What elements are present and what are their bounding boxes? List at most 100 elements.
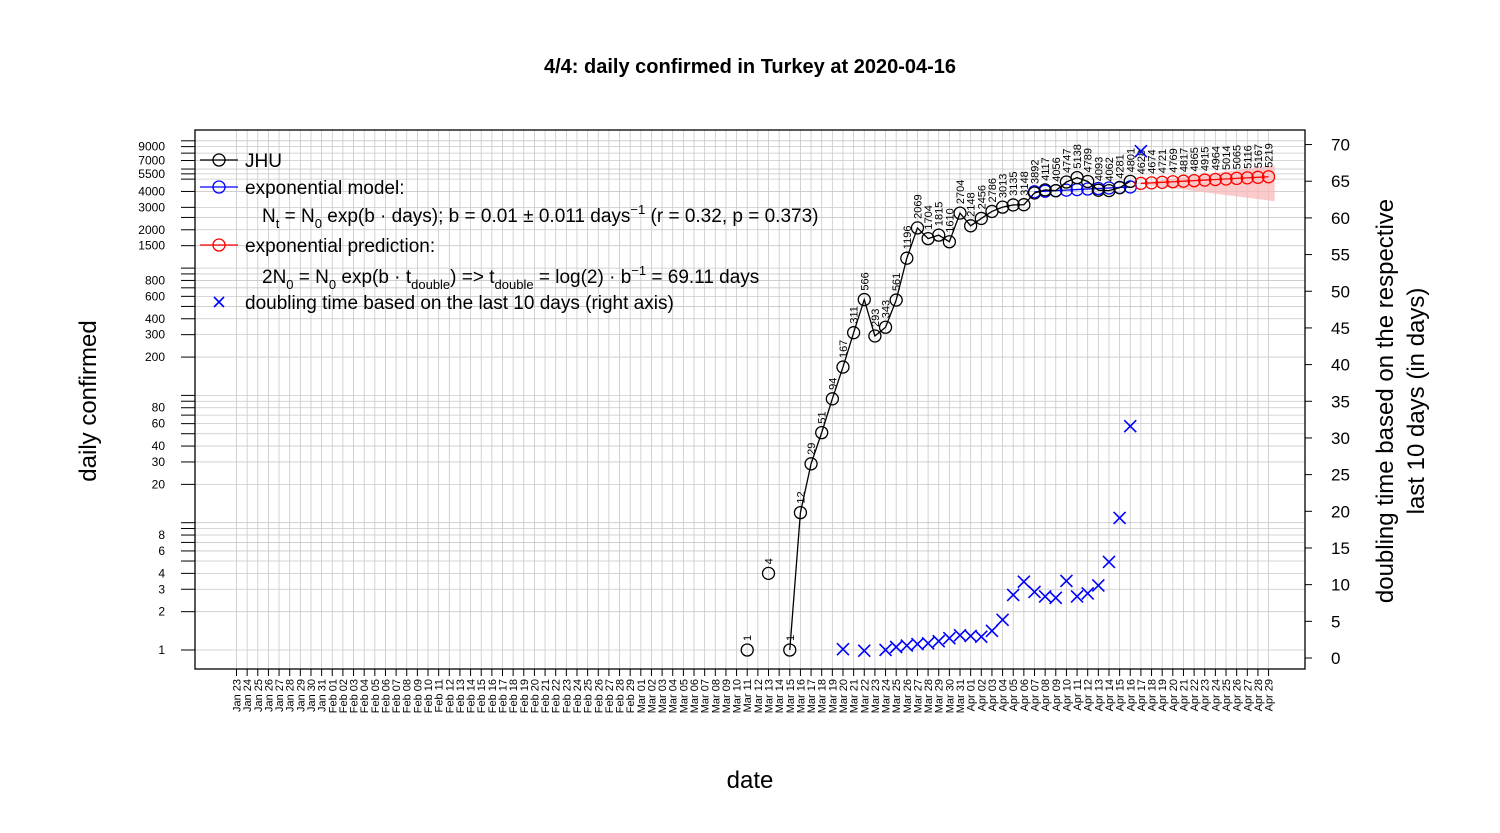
x-tick-label: Apr 04 <box>998 679 1010 711</box>
x-tick-label: Apr 28 <box>1253 679 1265 711</box>
data-label-jhu: 3013 <box>998 174 1010 198</box>
data-label-jhu: 4117 <box>1040 157 1052 181</box>
y-tick-label: 7000 <box>138 154 165 168</box>
legend-entry-doubling: doubling time based on the last 10 days … <box>213 293 674 314</box>
point-doubling <box>942 631 956 645</box>
y2-tick-label: 65 <box>1331 172 1350 191</box>
x-tick-label: Feb 14 <box>466 679 478 713</box>
point-doubling <box>1059 574 1073 588</box>
y-tick-label: 800 <box>145 273 165 287</box>
grid <box>195 130 1305 669</box>
x-tick-label: Jan 28 <box>285 679 297 712</box>
x-tick-label: Mar 19 <box>827 679 839 713</box>
data-label-jhu: 2456 <box>976 185 988 209</box>
data-label-jhu: 51 <box>817 411 829 423</box>
x-tick-label: Feb 20 <box>529 679 541 713</box>
prediction-band-area <box>1134 165 1275 202</box>
x-tick-label: Mar 01 <box>636 679 648 713</box>
point-doubling <box>1006 588 1020 602</box>
y-tick-label: 1 <box>158 643 165 657</box>
y2-tick-label: 10 <box>1331 576 1350 595</box>
y2-tick-label: 45 <box>1331 319 1350 338</box>
x-tick-label: Mar 21 <box>849 679 861 713</box>
point-doubling <box>1134 144 1148 158</box>
x-tick-label: Feb 29 <box>625 679 637 713</box>
y-tick-label: 2 <box>158 605 165 619</box>
x-tick-label: Mar 03 <box>657 679 669 713</box>
point-jhu <box>889 293 903 307</box>
x-tick-label: Apr 14 <box>1104 679 1116 711</box>
x-tick-label: Apr 26 <box>1232 679 1244 711</box>
x-tick-label: Apr 17 <box>1136 679 1148 711</box>
x-tick-label: Apr 23 <box>1200 679 1212 711</box>
x-tick-label: Mar 27 <box>912 679 924 713</box>
data-label-jhu: 561 <box>891 273 903 291</box>
y2-tick-label: 40 <box>1331 356 1350 375</box>
point-jhu <box>1038 183 1052 197</box>
y-tick-label: 400 <box>145 312 165 326</box>
point-jhu <box>974 211 988 226</box>
x-tick-label: Feb 05 <box>370 679 382 713</box>
data-label-jhu: 1815 <box>934 202 946 226</box>
data-label-prediction: 4964 <box>1210 146 1222 170</box>
x-tick-label: Apr 01 <box>966 679 978 711</box>
point-jhu <box>1017 198 1031 212</box>
x-tick-label: Apr 21 <box>1178 679 1190 711</box>
point-jhu <box>953 206 967 220</box>
legend-marker-model <box>212 180 226 194</box>
x-tick-label: Feb 10 <box>423 679 435 713</box>
x-tick-label: Mar 10 <box>732 679 744 713</box>
y2-tick-label: 5 <box>1331 612 1340 631</box>
data-label-jhu: 4062 <box>1104 157 1116 181</box>
data-label-jhu: 94 <box>827 378 839 390</box>
x-tick-label: Mar 28 <box>923 679 935 713</box>
data-label-jhu: 4056 <box>1051 157 1063 181</box>
data-label-jhu: 2786 <box>987 178 999 202</box>
point-doubling <box>1038 589 1052 603</box>
x-tick-label: Apr 08 <box>1040 679 1052 711</box>
x-tick-label: Mar 13 <box>764 679 776 713</box>
data-label-prediction: 5116 <box>1242 145 1254 169</box>
point-doubling <box>1017 575 1031 589</box>
data-label-jhu: 4093 <box>1093 157 1105 181</box>
x-tick-label: Apr 10 <box>1061 679 1073 711</box>
x-tick-label: Apr 27 <box>1242 679 1254 711</box>
y-tick-label: 6 <box>158 544 165 558</box>
x-tick-label: Mar 20 <box>838 679 850 713</box>
data-label-jhu: 3892 <box>1030 159 1042 183</box>
y-axis-ticks: 1 2 3 4 6 8 20 30 40 60 80 200 300 400 600 800 1500 2000 3… <box>138 140 195 657</box>
x-tick-label: Mar 12 <box>753 679 765 713</box>
x-tick-label: Mar 09 <box>721 679 733 713</box>
y-tick-label: 300 <box>145 328 165 342</box>
y2-tick-label: 70 <box>1331 136 1350 155</box>
x-tick-label: Feb 27 <box>604 679 616 713</box>
x-tick-label: Feb 08 <box>402 679 414 713</box>
x-tick-label: Apr 18 <box>1147 679 1159 711</box>
series-line-prediction <box>1140 176 1269 185</box>
point-jhu <box>910 221 925 235</box>
point-jhu <box>836 360 850 374</box>
point-model <box>1081 182 1095 196</box>
point-doubling <box>878 643 893 657</box>
x-tick-label: Mar 16 <box>795 679 807 713</box>
x-tick-label: Apr 03 <box>987 679 999 711</box>
data-label-jhu: 3135 <box>1008 171 1020 195</box>
data-label-prediction: 4915 <box>1200 147 1212 171</box>
point-doubling <box>1081 586 1095 601</box>
point-jhu <box>964 219 978 233</box>
y2-tick-label: 60 <box>1331 209 1350 228</box>
data-label-prediction: 5219 <box>1264 143 1276 167</box>
y-tick-label: 1500 <box>138 239 165 253</box>
x-tick-label: Feb 03 <box>349 679 361 713</box>
x-tick-label: Feb 12 <box>444 679 456 713</box>
x-tick-label: Feb 26 <box>593 679 605 713</box>
x-tick-label: Feb 16 <box>487 679 499 713</box>
point-doubling <box>921 636 935 650</box>
data-label-jhu: 293 <box>870 309 882 327</box>
y2-tick-label: 0 <box>1331 649 1340 668</box>
x-tick-label: Feb 24 <box>572 679 584 713</box>
x-tick-label: Apr 19 <box>1157 679 1169 711</box>
x-tick-label: Jan 24 <box>242 679 254 712</box>
y-tick-label: 4 <box>158 566 165 580</box>
x-tick-label: Jan 30 <box>306 679 318 712</box>
